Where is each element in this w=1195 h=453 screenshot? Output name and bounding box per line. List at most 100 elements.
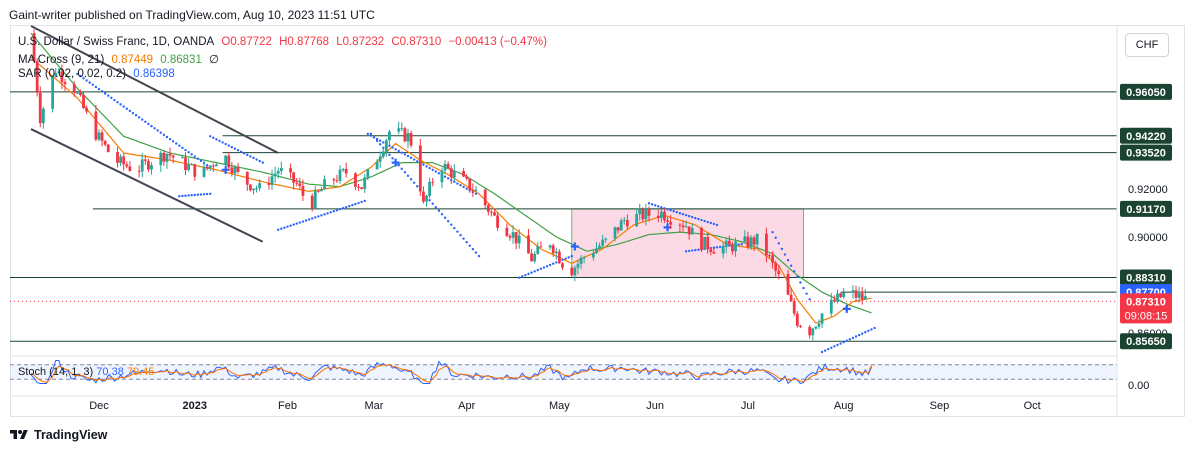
sar-dot (786, 258, 790, 262)
sar-dot (286, 225, 289, 228)
sar-dot (453, 226, 456, 230)
candle-body (839, 293, 842, 298)
stoch-label[interactable]: Stoch (14, 1, 3) (18, 366, 94, 378)
legend-ma-fast: 0.87449 (111, 54, 154, 66)
footer-brand[interactable]: TradingView (9, 428, 107, 442)
candle-body (363, 177, 367, 190)
zone-layer (571, 208, 804, 278)
candle-body (530, 253, 533, 262)
sar-dot (378, 139, 382, 142)
sar-dot (459, 233, 462, 237)
candle-body (727, 240, 731, 245)
sar-dot (277, 228, 280, 231)
candle-body (292, 172, 296, 183)
candle-body (193, 164, 197, 177)
candle-body (184, 157, 187, 170)
candle-body (60, 71, 64, 83)
legend-sar-label[interactable]: SAR (0.02, 0.02, 0.2) (18, 68, 127, 80)
sar-dot (159, 131, 162, 134)
candle-body (335, 180, 339, 182)
ma-cross-marker (391, 158, 400, 167)
candle-body (289, 168, 292, 173)
sar-dot (178, 194, 181, 198)
legend-ma-label[interactable]: MA Cross (9, 21) (18, 54, 105, 66)
candle-body (561, 263, 564, 268)
candle-body (613, 227, 617, 239)
sar-dot (681, 212, 685, 216)
sar-dot (168, 137, 172, 141)
sar-dot (341, 206, 345, 210)
candle-body (579, 257, 583, 264)
candle-body (601, 239, 605, 246)
candle-body (273, 173, 277, 177)
candle-body (443, 163, 447, 171)
current-price-label: 0.87310 (1126, 296, 1166, 308)
sar-dot (697, 248, 700, 251)
candle-body (332, 179, 336, 181)
legend-close: C0.87310 (391, 36, 442, 48)
sar-dot (827, 347, 830, 351)
sar-dot (459, 184, 462, 187)
sar-dot (388, 153, 391, 157)
sar-dot (230, 145, 234, 149)
sar-dot (125, 107, 128, 110)
sar-dot (700, 218, 703, 222)
candle-body (774, 262, 778, 271)
currency-button[interactable]: CHF (1125, 33, 1169, 57)
candle-body (449, 168, 453, 178)
candle-body (140, 159, 144, 172)
candle-body (536, 246, 540, 254)
sar-dot (144, 120, 147, 123)
candle-body (440, 170, 444, 183)
sar-dot (375, 139, 379, 143)
level-price-tag-label: 0.96050 (1126, 87, 1166, 99)
candle-body (743, 236, 747, 242)
sar-dot (354, 202, 357, 206)
sar-dot (212, 136, 215, 140)
current-price-tag (1120, 293, 1172, 324)
sar-dot (542, 266, 546, 269)
candle-body (465, 176, 469, 179)
sar-dot (694, 216, 697, 220)
candle-body (690, 228, 694, 235)
candle-body (635, 214, 639, 227)
candle-body (663, 211, 666, 221)
candle-body (171, 155, 175, 158)
sar-dot (524, 273, 527, 277)
sar-dot (653, 204, 657, 207)
time-axis-label: Aug (834, 400, 854, 412)
candle-body (208, 165, 212, 169)
candle-body (678, 224, 682, 226)
sar-dot (548, 263, 552, 267)
candle-body (97, 132, 101, 140)
candle-body (159, 152, 163, 166)
stochastic-panel (10, 360, 1117, 385)
candle-body (94, 111, 98, 140)
sar-dot (857, 333, 861, 337)
sar-dot (397, 164, 400, 167)
level-price-tag-label: 0.91170 (1126, 204, 1165, 216)
candle-body (357, 186, 360, 188)
candle-body (622, 220, 626, 222)
candle-body (681, 225, 685, 228)
sar-dot (116, 101, 119, 104)
sar-dot (181, 146, 184, 150)
sar-dot (224, 142, 227, 146)
sar-dot (193, 193, 196, 197)
sar-dot (428, 166, 431, 170)
candle-body (233, 167, 237, 174)
sar-dot (165, 135, 169, 139)
sar-dot (171, 140, 175, 143)
sar-dot (122, 105, 125, 108)
sar-dot (474, 251, 478, 254)
sar-dot (712, 222, 716, 226)
candle-body (833, 299, 836, 302)
candle-body (517, 235, 521, 244)
sar-dot (205, 192, 209, 196)
candle-body (245, 171, 249, 185)
level-price-tag-label: 0.93520 (1126, 148, 1166, 160)
sar-dot (666, 208, 669, 211)
candle-body (82, 94, 85, 109)
candle-body (224, 155, 228, 165)
